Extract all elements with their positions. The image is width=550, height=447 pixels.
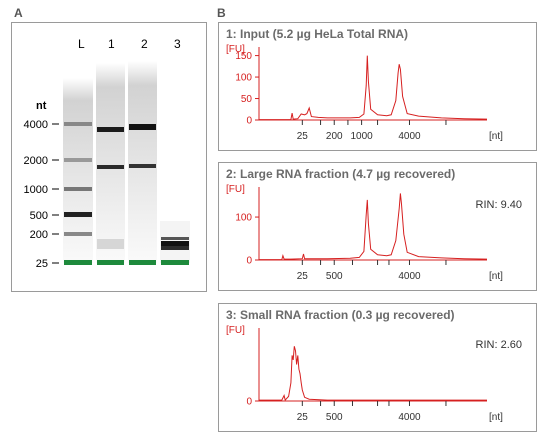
panel-letter-a: A xyxy=(14,6,23,20)
electropherogram-title: 1: Input (5.2 µg HeLa Total RNA) xyxy=(226,27,409,41)
x-tick-label: 4000 xyxy=(398,131,421,142)
x-axis-label: [nt] xyxy=(489,412,503,423)
gel-band xyxy=(97,127,124,132)
gel-band xyxy=(129,164,156,168)
gel-lane-2 xyxy=(128,61,157,263)
electropherogram-trace xyxy=(259,346,487,402)
gel-band xyxy=(64,158,92,162)
electropherogram-1: 1: Input (5.2 µg HeLa Total RNA) [FU] [nt… xyxy=(218,22,537,151)
electropherogram-2: 2: Large RNA fraction (4.7 µg recovered)… xyxy=(218,162,537,291)
gel-band xyxy=(64,232,92,236)
electropherogram-trace xyxy=(259,55,488,121)
y-tick-label: 0 xyxy=(246,116,252,127)
gel-band xyxy=(161,246,189,250)
gel-band xyxy=(64,187,92,191)
x-tick-label: 25 xyxy=(297,271,309,282)
electropherogram-plot: [FU] [nt] 0 100 25 500 4000 xyxy=(226,184,503,282)
gel-panel: L 1 2 3 nt 4000 2000 1000 500 200 25 xyxy=(11,22,207,292)
x-tick-label: 200 xyxy=(326,131,343,142)
gel-band xyxy=(97,165,124,169)
gel-band xyxy=(97,239,124,249)
gel-lane-label-1: 1 xyxy=(108,37,115,51)
x-axis-label: [nt] xyxy=(489,131,503,142)
x-tick-label: 4000 xyxy=(398,271,421,282)
gel-band xyxy=(129,124,156,130)
x-tick-label: 500 xyxy=(326,271,343,282)
gel-size-label: 500 xyxy=(30,210,48,222)
y-tick-label: 150 xyxy=(235,51,252,62)
electropherogram-plot: [FU] [nt] 0 50 100 150 25 200 1000 4000 xyxy=(226,44,503,142)
x-tick-label: 1000 xyxy=(350,131,373,142)
gel-marker-band xyxy=(64,260,92,265)
gel-lane-label-3: 3 xyxy=(174,37,181,51)
electropherogram-trace xyxy=(259,193,488,261)
y-tick-label: 100 xyxy=(235,213,252,224)
electropherogram-3: 3: Small RNA fraction (0.3 µg recovered)… xyxy=(218,303,537,432)
gel-size-ticks xyxy=(52,123,59,264)
y-axis-label: [FU] xyxy=(226,44,245,55)
y-tick-label: 100 xyxy=(235,73,252,84)
gel-marker-band xyxy=(129,260,156,265)
gel-image: L 1 2 3 nt 4000 2000 1000 500 200 25 xyxy=(24,37,190,270)
gel-band xyxy=(64,122,92,126)
gel-band xyxy=(64,212,92,217)
gel-lane-label-ladder: L xyxy=(78,37,85,51)
x-tick-label: 25 xyxy=(297,412,309,423)
y-tick-label: 0 xyxy=(246,256,252,267)
gel-size-label: 200 xyxy=(30,229,48,241)
gel-size-label: 2000 xyxy=(24,155,48,167)
x-tick-label: 4000 xyxy=(398,412,421,423)
gel-size-label: 1000 xyxy=(24,184,48,196)
y-axis-label: [FU] xyxy=(226,325,245,336)
gel-size-label: 25 xyxy=(36,258,48,270)
gel-marker-band xyxy=(161,260,189,265)
x-tick-label: 25 xyxy=(297,131,309,142)
y-tick-label: 0 xyxy=(246,397,252,408)
y-axis-label: [FU] xyxy=(226,184,245,195)
y-tick-label: 50 xyxy=(241,94,253,105)
x-tick-label: 500 xyxy=(326,412,343,423)
panel-letter-b: B xyxy=(217,6,226,20)
electropherogram-plot: [FU] [nt] 0 25 500 4000 xyxy=(226,325,503,423)
gel-lane-label-2: 2 xyxy=(141,37,148,51)
electropherogram-title: 2: Large RNA fraction (4.7 µg recovered) xyxy=(226,167,456,181)
x-axis-label: [nt] xyxy=(489,271,503,282)
gel-marker-band xyxy=(97,260,124,265)
rin-value: RIN: 9.40 xyxy=(475,199,522,211)
gel-nt-label: nt xyxy=(36,100,47,112)
gel-band xyxy=(161,237,189,240)
gel-band xyxy=(161,241,189,246)
electropherogram-title: 3: Small RNA fraction (0.3 µg recovered) xyxy=(226,308,455,322)
gel-size-label: 4000 xyxy=(24,119,48,131)
gel-lane-1 xyxy=(96,63,125,263)
rin-value: RIN: 2.60 xyxy=(475,339,522,351)
